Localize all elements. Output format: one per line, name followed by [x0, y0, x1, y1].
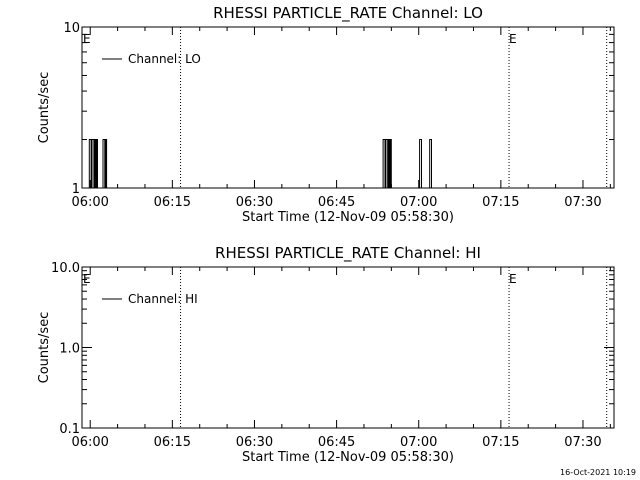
chart-panel-1: RHESSI PARTICLE_RATE Channel: LO 1 10 Count… — [37, 4, 615, 225]
y-tick-label: 1 — [72, 182, 80, 197]
x-tick-label: 06:45 — [318, 195, 355, 210]
footer-timestamp: 16-Oct-2021 10:19 — [560, 468, 636, 477]
x-axis-label: Start Time (12-Nov-09 05:58:30) — [242, 450, 454, 465]
chart-title: RHESSI PARTICLE_RATE Channel: HI — [215, 244, 481, 263]
y-tick-label: 1.0 — [59, 342, 80, 357]
x-tick-label: 06:00 — [71, 435, 108, 450]
legend-label: Channel: LO — [128, 52, 201, 66]
x-tick-label: 07:00 — [400, 195, 437, 210]
x-tick-label: 06:15 — [154, 435, 191, 450]
x-tick-label: 07:30 — [564, 195, 601, 210]
chart-panel-2: RHESSI PARTICLE_RATE Channel: HI 0.1 1.0 10… — [37, 244, 615, 465]
y-axis-label: Counts/sec — [37, 312, 52, 384]
series-line — [87, 139, 432, 189]
marker-label: E — [83, 32, 91, 46]
y-tick-label: 10.0 — [51, 261, 80, 276]
y-tick-label: 0.1 — [59, 422, 80, 437]
x-tick-label: 06:00 — [71, 195, 108, 210]
x-axis-label: Start Time (12-Nov-09 05:58:30) — [242, 210, 454, 225]
chart-title: RHESSI PARTICLE_RATE Channel: LO — [213, 4, 483, 23]
marker-label: E — [509, 272, 517, 286]
y-axis-label: Counts/sec — [37, 72, 52, 144]
marker-label: E — [509, 32, 517, 46]
x-tick-label: 07:15 — [482, 435, 519, 450]
x-tick-label: 07:00 — [400, 435, 437, 450]
x-tick-label: 06:30 — [236, 435, 273, 450]
x-tick-label: 06:15 — [154, 195, 191, 210]
x-tick-label: 07:30 — [564, 435, 601, 450]
y-tick-label: 10 — [63, 21, 80, 36]
x-tick-label: 07:15 — [482, 195, 519, 210]
marker-label: E — [83, 272, 91, 286]
x-tick-label: 06:45 — [318, 435, 355, 450]
legend-label: Channel: HI — [128, 292, 198, 306]
x-tick-label: 06:30 — [236, 195, 273, 210]
